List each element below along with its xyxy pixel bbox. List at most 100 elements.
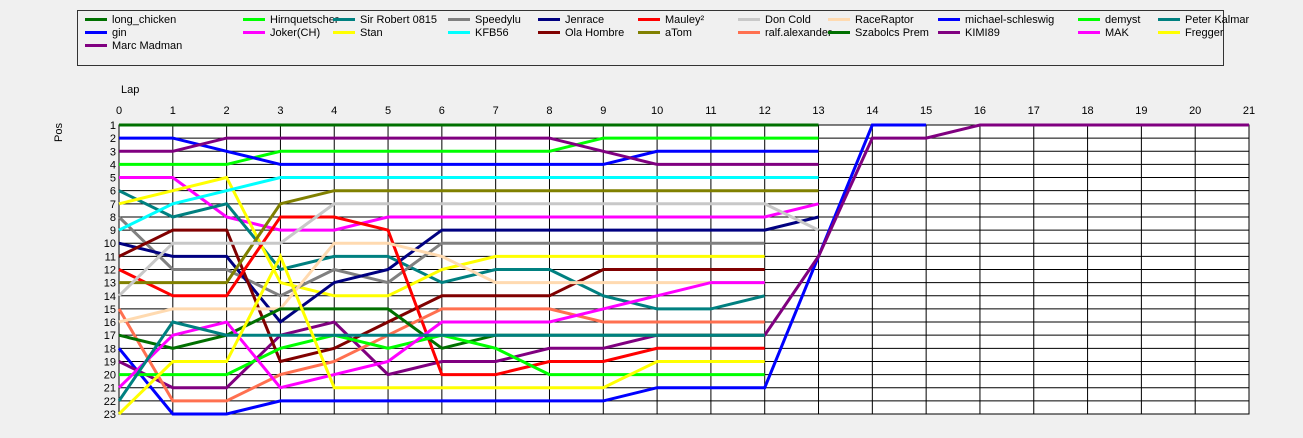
legend-label: Ola Hombre	[565, 27, 625, 39]
legend-item: MAK	[1078, 26, 1129, 40]
x-tick-label: 1	[170, 105, 176, 117]
y-tick-label: 5	[110, 173, 116, 185]
legend-label: gin	[112, 27, 127, 39]
x-tick-label: 17	[1028, 105, 1040, 117]
legend-label: Hirnquetscher	[270, 14, 339, 26]
x-tick-label: 7	[493, 105, 499, 117]
legend-label: KIMI89	[965, 27, 1000, 39]
legend-swatch	[85, 43, 107, 47]
y-tick-label: 12	[104, 265, 116, 277]
legend-label: MAK	[1105, 27, 1129, 39]
series-line	[118, 189, 766, 311]
series-line	[117, 202, 820, 297]
y-tick-label: 7	[110, 199, 116, 211]
x-tick-label: 12	[759, 105, 771, 117]
series-line	[117, 123, 927, 416]
y-tick-label: 3	[110, 146, 116, 158]
legend-item: aTom	[638, 26, 692, 40]
legend-label: aTom	[665, 27, 692, 39]
legend-swatch	[538, 17, 560, 21]
legend-item: Szabolcs Prem	[828, 26, 929, 40]
y-axis-label: Pos	[53, 123, 65, 142]
legend-item: RaceRaptor	[828, 13, 914, 27]
legend-item: Marc Madman	[85, 39, 182, 53]
legend-swatch	[1078, 30, 1100, 34]
x-tick-label: 6	[439, 105, 445, 117]
legend-swatch	[85, 30, 107, 34]
x-tick-label: 11	[705, 105, 716, 117]
legend-label: michael-schleswig	[965, 14, 1055, 26]
legend-item: Speedylu	[448, 13, 521, 27]
series-line	[119, 136, 819, 166]
y-tick-label: 9	[110, 225, 116, 237]
y-tick-label: 22	[104, 396, 116, 408]
legend-swatch	[243, 17, 265, 21]
legend-item: Jenrace	[538, 13, 604, 27]
series-line	[117, 281, 765, 390]
y-tick-label: 2	[110, 133, 116, 145]
series-line	[119, 189, 819, 285]
legend-swatch	[85, 17, 107, 21]
x-axis-label: Lap	[121, 84, 139, 96]
x-tick-label: 3	[277, 105, 283, 117]
legend-label: Peter Kalmar	[1185, 14, 1250, 26]
x-tick-label: 18	[1081, 105, 1093, 117]
x-tick-label: 10	[651, 105, 663, 117]
chart-legend: long_chicken gin Marc Madman Hirnquetscher J…	[77, 10, 1249, 66]
legend-item: gin	[85, 26, 127, 40]
y-tick-label: 18	[104, 343, 116, 355]
series-line	[118, 228, 765, 364]
x-axis-ticks: 0 1 2 3 4 5 6 7 8 9 10 11 12 13 14 15 16 17 18 19 20 21	[116, 105, 1255, 117]
y-tick-label: 19	[104, 356, 116, 368]
legend-label: Marc Madman	[112, 40, 183, 52]
series-line	[117, 307, 765, 403]
legend-label: Sir Robert 0815	[360, 14, 438, 26]
legend-swatch	[1158, 17, 1180, 21]
legend-swatch	[1158, 30, 1180, 34]
series-line	[118, 215, 765, 377]
legend-swatch	[538, 30, 560, 34]
x-tick-label: 9	[600, 105, 606, 117]
legend-label: ralf.alexander	[765, 27, 832, 39]
x-tick-label: 2	[224, 105, 230, 117]
series-line	[118, 175, 765, 298]
legend-swatch	[448, 17, 470, 21]
legend-item: Ola Hombre	[538, 26, 624, 40]
y-tick-label: 21	[104, 383, 116, 395]
legend-item: Sir Robert 0815	[333, 13, 437, 27]
y-tick-label: 8	[110, 212, 116, 224]
legend-label: Stan	[360, 27, 383, 39]
legend-item: Fregger	[1158, 26, 1224, 40]
series-line	[117, 320, 765, 402]
y-tick-label: 10	[104, 238, 116, 250]
legend-item: Peter Kalmar	[1158, 13, 1249, 27]
x-tick-label: 0	[116, 105, 122, 117]
series-line	[118, 241, 765, 324]
y-tick-label: 13	[104, 278, 116, 290]
legend-item: Hirnquetscher	[243, 13, 338, 27]
legend-swatch	[738, 30, 760, 34]
y-tick-label: 14	[104, 291, 116, 303]
legend-label: Speedylu	[475, 14, 521, 26]
legend-label: Joker(CH)	[270, 27, 321, 39]
legend-swatch	[243, 30, 265, 34]
legend-item: michael-schleswig	[938, 13, 1054, 27]
x-tick-label: 19	[1135, 105, 1147, 117]
legend-label: demyst	[1105, 14, 1141, 26]
legend-swatch	[333, 30, 355, 34]
x-tick-label: 21	[1243, 105, 1255, 117]
series-line	[119, 176, 819, 232]
x-tick-label: 14	[866, 105, 878, 117]
y-tick-label: 11	[105, 251, 116, 263]
legend-label: Szabolcs Prem	[855, 27, 929, 39]
y-tick-label: 15	[104, 304, 116, 316]
legend-swatch	[828, 30, 850, 34]
series-line	[117, 252, 765, 416]
legend-swatch	[638, 17, 660, 21]
x-tick-label: 5	[385, 105, 391, 117]
legend-item: KFB56	[448, 26, 509, 40]
legend-swatch	[1078, 17, 1100, 21]
y-tick-label: 4	[110, 159, 116, 171]
